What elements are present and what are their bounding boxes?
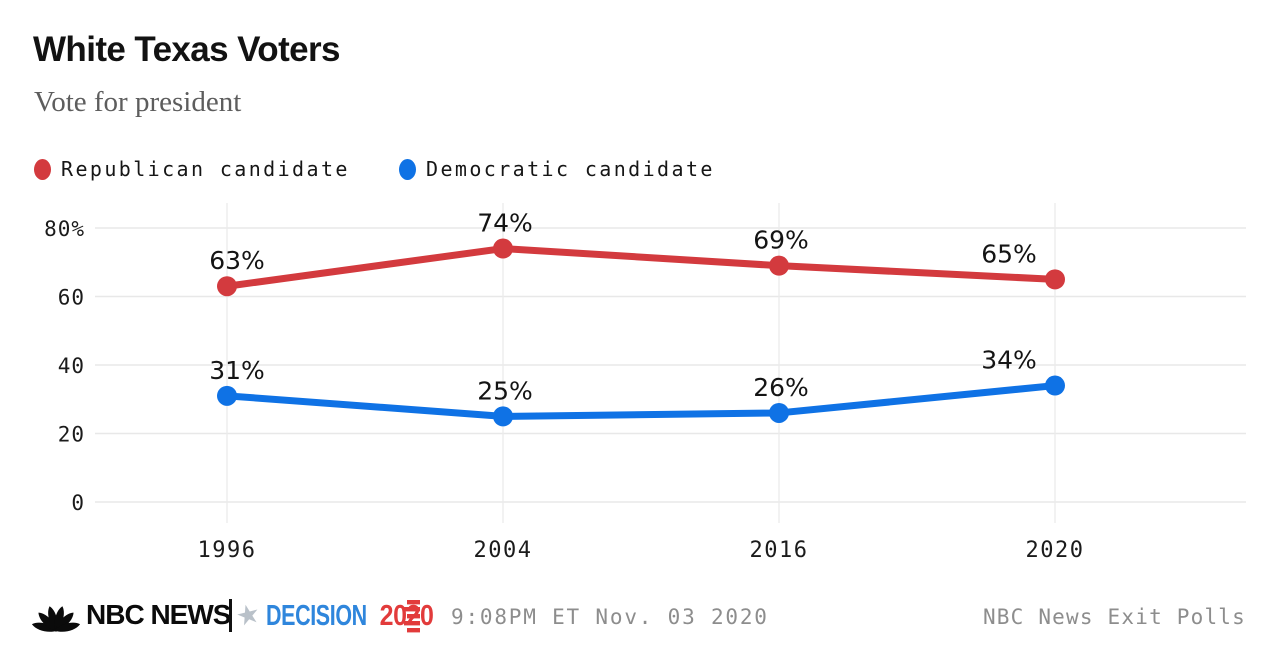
y-axis-tick-label: 40 xyxy=(58,354,85,378)
republican-legend-dot-icon xyxy=(34,158,51,180)
x-axis-tick-label: 1996 xyxy=(198,538,257,563)
x-axis-tick-label: 2016 xyxy=(750,538,809,563)
decision-flag-icon xyxy=(404,600,420,633)
legend-item-democratic: Democratic candidate xyxy=(399,156,715,182)
data-point xyxy=(769,402,789,423)
democratic-legend-dot-icon xyxy=(399,158,416,180)
data-label: 26% xyxy=(753,373,809,402)
data-label: 69% xyxy=(753,226,809,255)
y-axis-tick-label: 0 xyxy=(71,491,85,515)
data-point xyxy=(217,385,237,406)
data-label: 31% xyxy=(209,356,265,385)
x-axis-tick-label: 2020 xyxy=(1026,538,1085,563)
legend-item-republican: Republican candidate xyxy=(34,156,350,182)
footer-divider xyxy=(229,599,232,632)
data-label: 25% xyxy=(477,376,533,405)
series-line xyxy=(223,382,1059,420)
line-chart: 80% 60 40 20 0 1996 2004 2016 2020 63% 74% 69% 65% 31… xyxy=(44,203,1246,563)
y-axis-tick-label: 20 xyxy=(58,423,85,447)
page-subtitle: Vote for president xyxy=(34,86,242,118)
data-label: 34% xyxy=(981,346,1037,375)
data-point xyxy=(769,255,789,276)
legend-label: Democratic candidate xyxy=(426,157,715,181)
page-title: White Texas Voters xyxy=(33,30,340,69)
data-point xyxy=(1045,269,1065,290)
y-axis-tick-label: 60 xyxy=(58,286,85,310)
nbc-peacock-icon xyxy=(32,606,80,632)
source-label: NBC News Exit Polls xyxy=(982,605,1246,629)
data-point xyxy=(1045,375,1065,396)
decision-2020-wordmark: DECISION 2020 xyxy=(266,601,465,632)
data-point xyxy=(217,276,237,297)
timestamp: 9:08PM ET Nov. 03 2020 xyxy=(451,605,769,629)
legend-label: Republican candidate xyxy=(61,157,350,181)
decision-label: DECISION xyxy=(266,600,367,632)
data-label: 65% xyxy=(981,239,1037,268)
data-label: 63% xyxy=(209,246,265,275)
decision-year: 2020 xyxy=(379,600,434,632)
decision-star-icon: ★ xyxy=(232,597,264,633)
x-axis-tick-label: 2004 xyxy=(474,538,533,563)
series-line xyxy=(223,245,1059,290)
data-label: 74% xyxy=(477,209,533,238)
data-point xyxy=(493,238,513,259)
nbc-news-wordmark: NBC NEWS xyxy=(86,599,231,630)
data-point xyxy=(493,406,513,427)
y-axis-tick-label: 80% xyxy=(44,217,85,241)
